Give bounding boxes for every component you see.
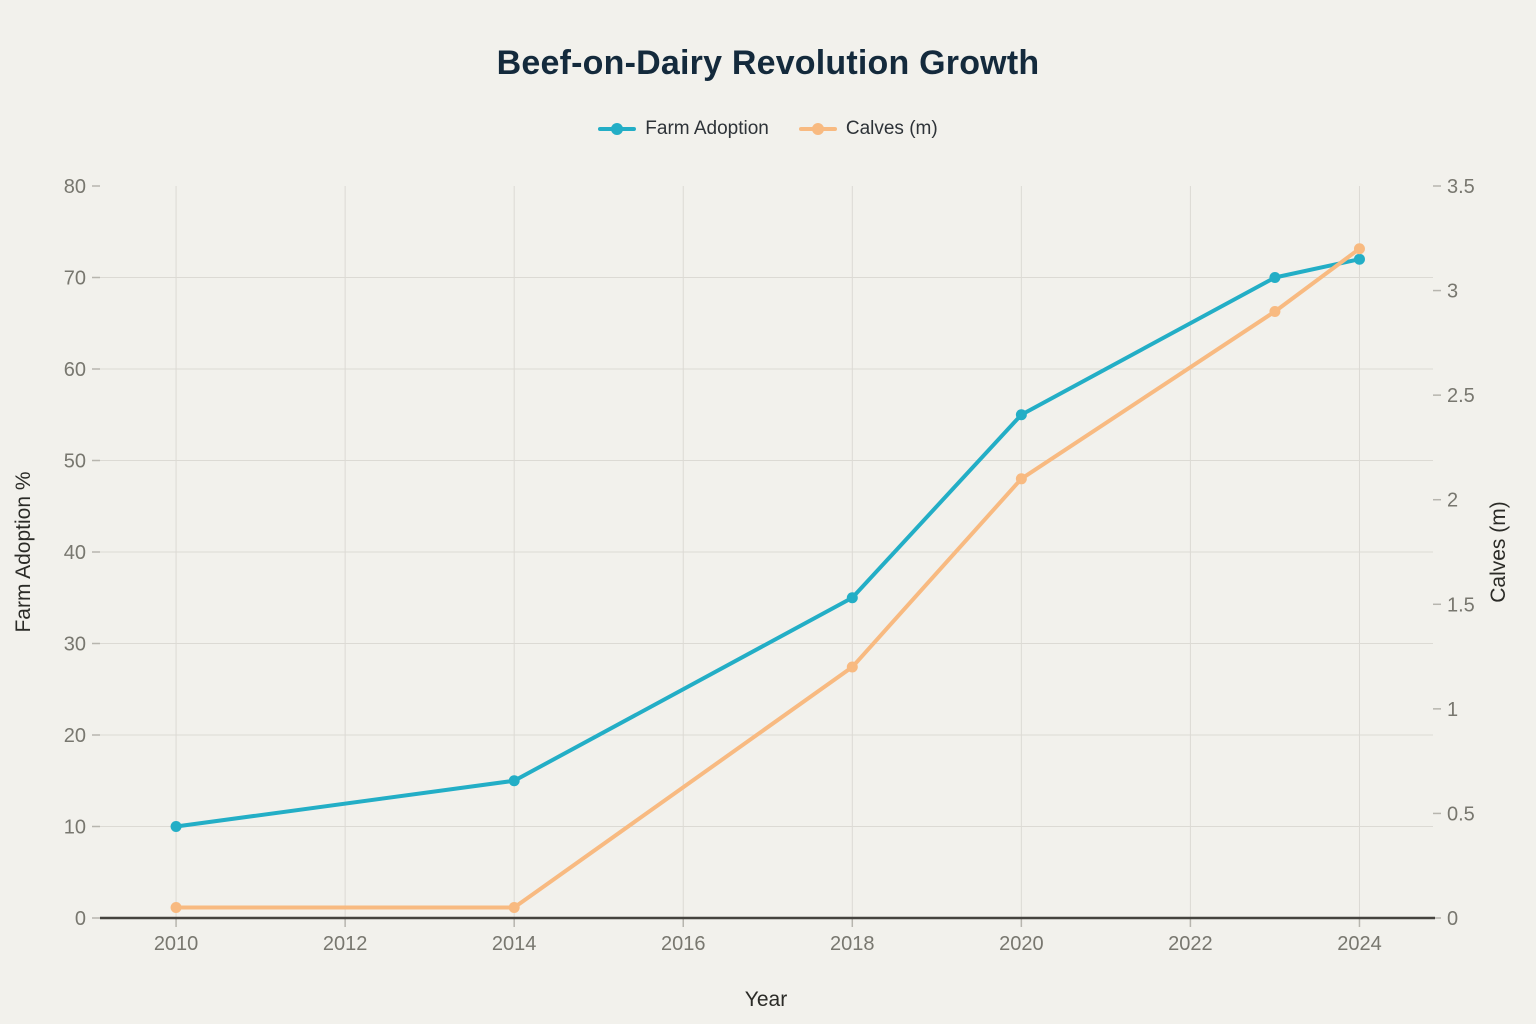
legend: Farm Adoption Calves (m) bbox=[0, 118, 1536, 140]
legend-label-calves: Calves (m) bbox=[845, 118, 938, 139]
data-point[interactable] bbox=[846, 661, 858, 673]
data-point[interactable] bbox=[1353, 253, 1365, 265]
y-left-tick-label: 30 bbox=[64, 634, 86, 656]
y-axis-title-left: Farm Adoption % bbox=[12, 471, 35, 632]
data-point[interactable] bbox=[170, 821, 182, 832]
y-left-tick-label: 10 bbox=[64, 817, 86, 839]
dot-icon bbox=[811, 123, 824, 135]
y-right-tick-label: 0.5 bbox=[1447, 803, 1475, 825]
chart-title: Beef-on-Dairy Revolution Growth bbox=[496, 44, 1040, 82]
y-left-tick-label: 70 bbox=[64, 268, 86, 290]
line-dot-marker-icon bbox=[798, 123, 837, 135]
tick-layer: 0 10 20 30 40 50 60 70 80 0 0.5 1 1.5 2 2.5 3 3.5 2010 201… bbox=[64, 176, 1475, 955]
x-tick-label: 2012 bbox=[323, 933, 368, 955]
x-tick-label: 2022 bbox=[1168, 933, 1213, 955]
y-left-tick-label: 20 bbox=[64, 725, 86, 747]
y-left-tick-label: 50 bbox=[64, 451, 86, 473]
data-point[interactable] bbox=[1269, 305, 1281, 317]
y-left-tick-label: 0 bbox=[75, 908, 86, 930]
line-dot-marker-icon bbox=[598, 123, 637, 135]
data-point[interactable] bbox=[508, 775, 520, 787]
x-tick-label: 2010 bbox=[154, 933, 199, 955]
y-left-tick-label: 80 bbox=[64, 176, 86, 198]
series-line-calves-m- bbox=[174, 246, 1362, 910]
y-right-tick-label: 0 bbox=[1447, 908, 1458, 930]
legend-item-calves[interactable]: Calves (m) bbox=[798, 118, 938, 140]
series-line-farm-adoption bbox=[174, 257, 1362, 829]
x-tick-label: 2014 bbox=[492, 933, 537, 955]
y-right-tick-label: 1.5 bbox=[1447, 594, 1475, 616]
data-point[interactable] bbox=[1269, 272, 1281, 283]
x-axis-title: Year bbox=[745, 988, 787, 1011]
y-right-tick-label: 3 bbox=[1447, 281, 1458, 303]
data-point[interactable] bbox=[1015, 409, 1027, 421]
data-point[interactable] bbox=[508, 902, 520, 914]
y-axis-title-right: Calves (m) bbox=[1487, 501, 1510, 603]
data-point[interactable] bbox=[1015, 473, 1027, 485]
y-right-tick-label: 1 bbox=[1447, 699, 1458, 721]
y-right-tick-label: 2.5 bbox=[1447, 385, 1475, 407]
x-tick-label: 2020 bbox=[999, 933, 1044, 955]
x-tick-label: 2024 bbox=[1337, 933, 1382, 955]
legend-item-farm-adoption[interactable]: Farm Adoption bbox=[598, 118, 769, 140]
y-left-tick-label: 60 bbox=[64, 359, 86, 381]
y-right-tick-label: 2 bbox=[1447, 490, 1458, 512]
x-tick-label: 2016 bbox=[661, 933, 706, 955]
y-right-tick-label: 3.5 bbox=[1447, 176, 1475, 198]
grid-layer bbox=[100, 186, 1433, 918]
dot-icon bbox=[611, 123, 624, 135]
data-point[interactable] bbox=[1353, 243, 1365, 255]
y-left-tick-label: 40 bbox=[64, 542, 86, 564]
data-point[interactable] bbox=[170, 902, 182, 914]
x-tick-label: 2018 bbox=[830, 933, 875, 955]
legend-label-farm-adoption: Farm Adoption bbox=[645, 118, 769, 139]
data-point[interactable] bbox=[846, 592, 858, 604]
series-layer bbox=[170, 243, 1365, 914]
